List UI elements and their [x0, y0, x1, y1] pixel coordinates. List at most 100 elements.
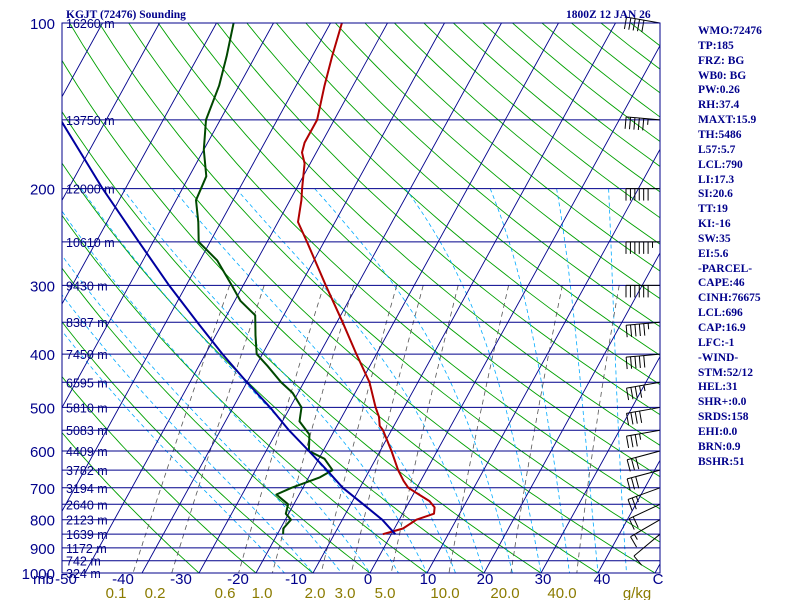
index-value: TP:185 [698, 39, 734, 52]
index-value: BSHR:51 [698, 455, 745, 468]
wind-barb [628, 503, 661, 530]
height-label: 6595 m [66, 376, 108, 390]
chart-title: KGJT (72476) Sounding [66, 9, 186, 21]
index-value: RH:37.4 [698, 99, 740, 112]
mixing-ratio-line [132, 285, 230, 573]
isotherm-line [255, 23, 559, 573]
pressure-tick-label: 200 [30, 182, 55, 199]
index-value: -WIND- [698, 351, 739, 364]
mixing-ratio-tick-label: 0.1 [106, 585, 127, 600]
mixing-ratio-line [350, 285, 424, 573]
mixing-ratio-tick-label: 2.0 [305, 585, 326, 600]
index-value: L57:5.7 [698, 143, 736, 156]
wind-barb [626, 429, 661, 449]
temperature-tick-label: -40 [112, 571, 134, 588]
pressure-tick-label: 800 [30, 513, 55, 530]
temperature-tick-label: 0 [364, 571, 372, 588]
index-value: TT:19 [698, 203, 728, 216]
plot-frame [61, 22, 661, 574]
isotherm-line [597, 459, 660, 573]
height-label: 2640 m [66, 498, 108, 512]
height-label: 3782 m [66, 464, 108, 478]
wind-barb [626, 469, 661, 491]
moist-adiabat-line [122, 188, 428, 573]
mixing-ratio-line [576, 285, 620, 573]
height-label: 7450 m [66, 348, 108, 362]
mixing-ratio-tick-label: 0.6 [215, 585, 236, 600]
pressure-tick-label: 1000 [22, 566, 55, 583]
index-value: EHI:0.0 [698, 425, 738, 438]
index-value: SHR+:0.0 [698, 396, 747, 409]
height-label: 4409 m [66, 445, 108, 459]
dry-adiabat-line [69, 23, 656, 573]
isotherm-line [426, 148, 660, 573]
mixing-ratio-tick-label: 5.0 [375, 585, 396, 600]
series-line-parcel [62, 120, 397, 535]
height-label: 742 m [66, 555, 101, 569]
index-value: MAXT:15.9 [698, 114, 757, 127]
wind-barb [626, 450, 661, 472]
index-value: STM:52/12 [698, 366, 753, 379]
valid-time: 1800Z 12 JAN 26 [566, 9, 651, 21]
moist-adiabat-line [80, 188, 399, 573]
pressure-tick-label: 900 [30, 541, 55, 558]
mixing-ratio-tick-label: 0.2 [145, 585, 166, 600]
index-value: CINH:76675 [698, 292, 761, 305]
height-label: 2123 m [66, 514, 108, 528]
height-label: 9430 m [66, 279, 108, 293]
temperature-tick-label: 20 [477, 571, 494, 588]
pressure-tick-label: 100 [30, 16, 55, 33]
pressure-tick-label: 300 [30, 278, 55, 295]
index-value: TH:5486 [698, 129, 742, 141]
moist-adiabat-line [235, 188, 485, 573]
isotherm-line [62, 23, 274, 409]
temperature-tick-label: 40 [594, 571, 611, 588]
index-value: SW:35 [698, 232, 731, 245]
isotherm-line [540, 355, 660, 573]
dry-adiabat-line [571, 23, 660, 94]
index-value: WMO:72476 [698, 25, 762, 37]
pressure-tick-label: 700 [30, 481, 55, 498]
wind-barb [625, 241, 660, 254]
wind-barb [626, 381, 661, 401]
temperature-tick-label: -30 [170, 571, 192, 588]
mixing-ratio-line [272, 285, 355, 573]
wind-barb [627, 487, 661, 511]
height-label: 16260 m [66, 17, 115, 31]
index-value: -PARCEL- [698, 262, 753, 275]
mixing-ratio-line [448, 285, 509, 573]
index-value: LI:17.3 [698, 173, 735, 186]
pressure-unit-label: mb [33, 571, 54, 588]
mixing-ratio-tick-label: 1.0 [252, 585, 273, 600]
moist-adiabat-line [62, 294, 314, 573]
moist-adiabat-line [405, 188, 542, 573]
pressure-tick-label: 600 [30, 444, 55, 461]
mixing-ratio-tick-label: 20.0 [490, 585, 519, 600]
index-value: BRN:0.9 [698, 440, 741, 453]
temperature-tick-label: 10 [420, 571, 437, 588]
height-label: 5083 m [66, 424, 108, 438]
pressure-tick-label: 400 [30, 347, 55, 364]
wind-barb [625, 321, 661, 338]
dry-adiabat-line [541, 23, 660, 118]
isotherm-line [84, 23, 388, 573]
height-label: 1639 m [66, 528, 108, 542]
temperature-tick-label: 30 [535, 571, 552, 588]
index-value: WB0: BG [698, 69, 747, 82]
moist-adiabat-line [172, 188, 456, 573]
height-label: 13750 m [66, 114, 115, 128]
mixing-ratio-line [320, 285, 398, 573]
height-label: 8387 m [66, 316, 108, 330]
wind-barb [625, 353, 661, 370]
wind-barb [625, 188, 660, 201]
series-line-temperature [297, 23, 436, 536]
temperature-tick-label: -20 [227, 571, 249, 588]
height-label: 5810 m [66, 401, 108, 415]
series-line-dewpoint [195, 23, 334, 535]
index-value: SI:20.6 [698, 188, 733, 201]
temperature-tick-label: -50 [55, 571, 77, 588]
mixing-ratio-tick-label: 10.0 [430, 585, 459, 600]
wind-barb [626, 406, 661, 426]
index-value: HEL:31 [698, 381, 738, 394]
